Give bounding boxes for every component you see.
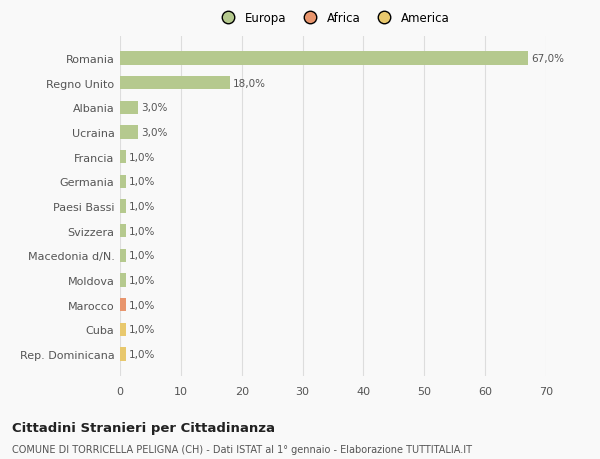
Text: 1,0%: 1,0% xyxy=(129,275,155,285)
Bar xyxy=(120,200,126,213)
Text: 1,0%: 1,0% xyxy=(129,349,155,359)
Bar xyxy=(120,77,230,90)
Bar xyxy=(120,298,126,312)
Bar xyxy=(120,347,126,361)
Text: 67,0%: 67,0% xyxy=(531,54,564,64)
Bar xyxy=(120,151,126,164)
Text: 3,0%: 3,0% xyxy=(142,103,167,113)
Bar xyxy=(120,101,138,115)
Text: 3,0%: 3,0% xyxy=(142,128,167,138)
Bar xyxy=(120,126,138,140)
Text: 1,0%: 1,0% xyxy=(129,152,155,162)
Text: 1,0%: 1,0% xyxy=(129,226,155,236)
Text: COMUNE DI TORRICELLA PELIGNA (CH) - Dati ISTAT al 1° gennaio - Elaborazione TUTT: COMUNE DI TORRICELLA PELIGNA (CH) - Dati… xyxy=(12,444,472,454)
Bar xyxy=(120,274,126,287)
Text: 1,0%: 1,0% xyxy=(129,325,155,335)
Text: 1,0%: 1,0% xyxy=(129,177,155,187)
Text: 1,0%: 1,0% xyxy=(129,300,155,310)
Text: Cittadini Stranieri per Cittadinanza: Cittadini Stranieri per Cittadinanza xyxy=(12,421,275,434)
Bar xyxy=(120,224,126,238)
Bar xyxy=(120,249,126,263)
Bar xyxy=(120,323,126,336)
Text: 1,0%: 1,0% xyxy=(129,251,155,261)
Legend: Europa, Africa, America: Europa, Africa, America xyxy=(213,9,453,28)
Bar xyxy=(120,52,528,66)
Text: 18,0%: 18,0% xyxy=(233,78,266,89)
Bar xyxy=(120,175,126,189)
Text: 1,0%: 1,0% xyxy=(129,202,155,212)
